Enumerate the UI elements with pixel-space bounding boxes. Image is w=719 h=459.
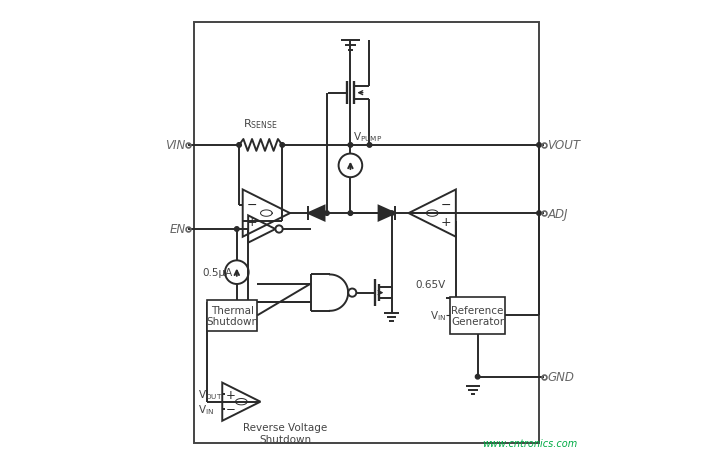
Circle shape (234, 227, 239, 232)
Circle shape (280, 143, 285, 148)
Bar (450, 297, 505, 334)
Text: V$_{\rm IN}$: V$_{\rm IN}$ (198, 402, 214, 416)
Text: Reference
Generator: Reference Generator (451, 305, 504, 326)
Circle shape (390, 211, 394, 216)
Text: +: + (247, 215, 257, 229)
Text: −: − (441, 199, 452, 212)
Text: GND: GND (547, 370, 574, 383)
Circle shape (475, 375, 480, 379)
Polygon shape (379, 206, 395, 221)
Text: Reverse Voltage
Shutdown: Reverse Voltage Shutdown (243, 422, 328, 444)
Circle shape (536, 143, 541, 148)
Circle shape (348, 143, 353, 148)
Polygon shape (308, 206, 324, 221)
Text: VIN: VIN (165, 139, 186, 152)
Text: −: − (225, 403, 235, 415)
Circle shape (348, 211, 353, 216)
Circle shape (367, 143, 372, 148)
Bar (193, 23, 539, 442)
Text: V$_{\rm PUMP}$: V$_{\rm PUMP}$ (353, 129, 382, 143)
Text: −: − (247, 199, 257, 212)
Text: Thermal
Shutdown: Thermal Shutdown (206, 305, 258, 326)
Text: V$_{\rm IN}$: V$_{\rm IN}$ (430, 309, 446, 323)
Bar (207, 300, 257, 331)
Text: VOUT: VOUT (547, 139, 580, 152)
Text: R$_{\rm SENSE}$: R$_{\rm SENSE}$ (243, 117, 278, 131)
Text: EN: EN (169, 223, 186, 236)
Text: V$_{\rm OUT}$: V$_{\rm OUT}$ (198, 388, 223, 402)
Circle shape (536, 211, 541, 216)
Circle shape (237, 143, 242, 148)
Text: 0.65V: 0.65V (416, 279, 446, 289)
Text: +: + (441, 215, 452, 229)
Text: 0.5μA: 0.5μA (202, 268, 232, 278)
Circle shape (324, 211, 329, 216)
Text: ADJ: ADJ (547, 207, 568, 220)
Text: www.cntronics.com: www.cntronics.com (482, 438, 577, 448)
Text: +: + (225, 388, 235, 401)
